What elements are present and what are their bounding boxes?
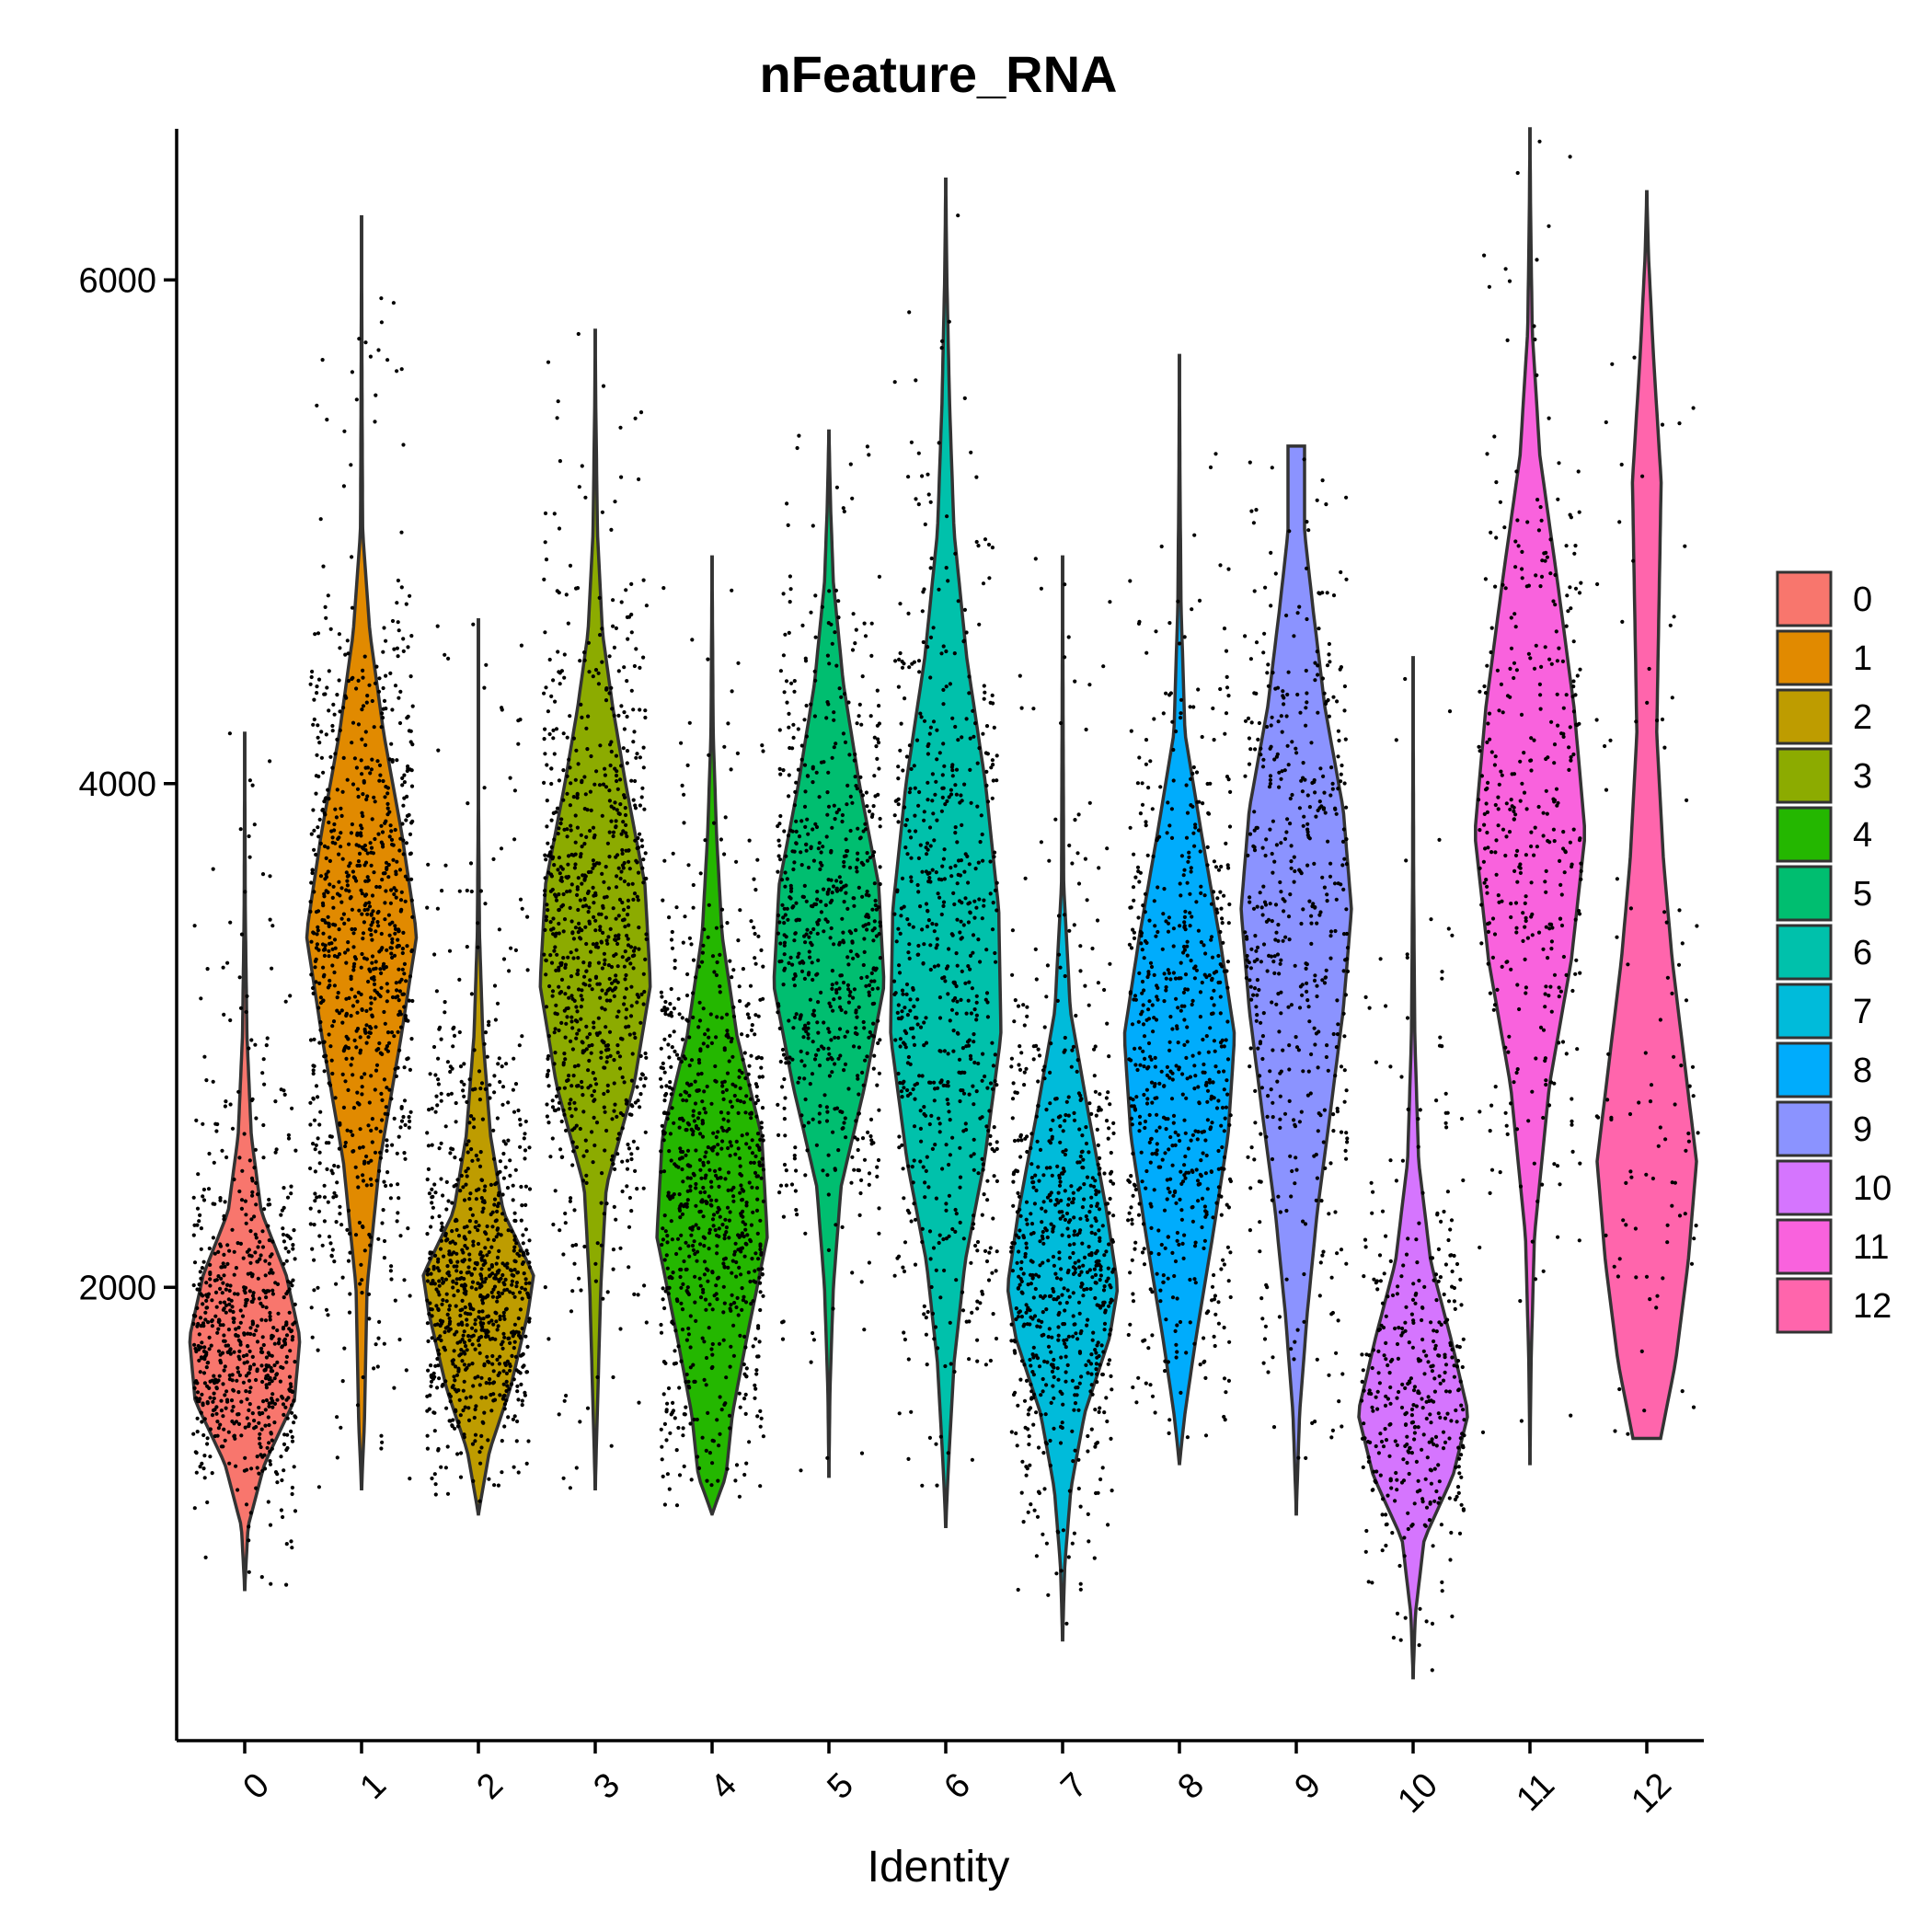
x-axis-title: Identity (868, 1843, 1010, 1892)
legend-label-4: 4 (1853, 816, 1872, 855)
points-cluster-6 (891, 213, 999, 1488)
points-layer (191, 139, 1700, 1673)
legend-key-4 (1776, 806, 1833, 863)
points-cluster-9 (1243, 457, 1351, 1460)
legend-key-12 (1776, 1277, 1833, 1334)
legend-label-8: 8 (1853, 1052, 1872, 1090)
legend-item-1: 1 (1776, 629, 1872, 686)
x-tick-label-11: 11 (1509, 1765, 1562, 1819)
x-tick-label-1: 1 (352, 1765, 394, 1807)
x-tick-label-10: 10 (1390, 1765, 1445, 1821)
points-cluster-8 (1126, 452, 1233, 1440)
chart-title: nFeature_RNA (760, 45, 1118, 103)
legend-label-1: 1 (1853, 639, 1872, 678)
x-tick-label-9: 9 (1287, 1765, 1328, 1807)
violin-0 (188, 731, 302, 1592)
x-tick-label-2: 2 (469, 1765, 511, 1807)
violin-3 (538, 328, 652, 1491)
points-cluster-5 (776, 433, 883, 1473)
y-tick-label-2000: 2000 (78, 1269, 156, 1307)
points-cluster-7 (1009, 557, 1116, 1626)
points-cluster-0 (191, 731, 298, 1587)
violin-11 (1474, 127, 1586, 1466)
legend-label-2: 2 (1853, 698, 1872, 737)
legend-key-2 (1776, 688, 1833, 745)
legend-key-8 (1776, 1041, 1833, 1098)
legend-item-12: 12 (1776, 1277, 1892, 1334)
x-tick-label-8: 8 (1170, 1765, 1212, 1807)
points-cluster-10 (1360, 676, 1466, 1673)
legend-label-6: 6 (1853, 934, 1872, 972)
points-cluster-3 (542, 331, 650, 1490)
legend-item-2: 2 (1776, 688, 1872, 745)
legend-key-5 (1776, 865, 1833, 922)
legend-item-7: 7 (1776, 983, 1872, 1040)
legend-label-0: 0 (1853, 581, 1872, 619)
legend-key-7 (1776, 983, 1833, 1040)
x-tick-label-6: 6 (937, 1765, 978, 1807)
legend-label-12: 12 (1853, 1287, 1892, 1326)
violin-7 (1006, 555, 1120, 1642)
y-tick-label-6000: 6000 (78, 261, 156, 300)
violins-layer (188, 127, 1698, 1680)
x-tick-label-5: 5 (820, 1765, 861, 1807)
legend-key-11 (1776, 1218, 1833, 1275)
legend-key-10 (1776, 1159, 1833, 1216)
legend-key-6 (1776, 924, 1833, 981)
legend-item-5: 5 (1776, 865, 1872, 922)
legend-item-0: 0 (1776, 570, 1872, 627)
points-cluster-12 (1594, 355, 1700, 1436)
x-tick-label-4: 4 (703, 1765, 744, 1807)
violin-8 (1122, 353, 1236, 1466)
legend-item-9: 9 (1776, 1100, 1872, 1157)
legend-label-11: 11 (1853, 1228, 1889, 1267)
legend-item-3: 3 (1776, 747, 1872, 804)
legend-label-9: 9 (1853, 1110, 1872, 1149)
legend-label-10: 10 (1853, 1169, 1892, 1208)
violin-12 (1595, 190, 1698, 1441)
points-cluster-4 (658, 586, 766, 1508)
legend-key-3 (1776, 747, 1833, 804)
violin-1 (305, 215, 419, 1491)
legend-key-9 (1776, 1100, 1833, 1157)
points-cluster-11 (1477, 139, 1583, 1434)
x-tick-label-7: 7 (1053, 1765, 1095, 1807)
y-tick-label-4000: 4000 (78, 765, 156, 804)
x-tick-label-12: 12 (1624, 1765, 1679, 1821)
legend-label-3: 3 (1853, 757, 1872, 796)
legend-label-5: 5 (1853, 875, 1872, 914)
violin-4 (655, 555, 769, 1516)
x-tick-label-3: 3 (586, 1765, 627, 1807)
violin-5 (772, 429, 886, 1478)
legend-item-6: 6 (1776, 924, 1872, 981)
violin-9 (1239, 444, 1353, 1516)
legend-item-10: 10 (1776, 1159, 1892, 1216)
legend-key-1 (1776, 629, 1833, 686)
legend-item-4: 4 (1776, 806, 1872, 863)
legend-item-8: 8 (1776, 1041, 1872, 1098)
points-cluster-1 (308, 296, 415, 1489)
legend-label-7: 7 (1853, 993, 1872, 1031)
violin-10 (1357, 656, 1469, 1680)
violin-6 (889, 178, 1003, 1529)
legend-item-11: 11 (1776, 1218, 1889, 1275)
x-tick-label-0: 0 (236, 1765, 277, 1807)
points-cluster-2 (425, 622, 533, 1503)
legend-key-0 (1776, 570, 1833, 627)
